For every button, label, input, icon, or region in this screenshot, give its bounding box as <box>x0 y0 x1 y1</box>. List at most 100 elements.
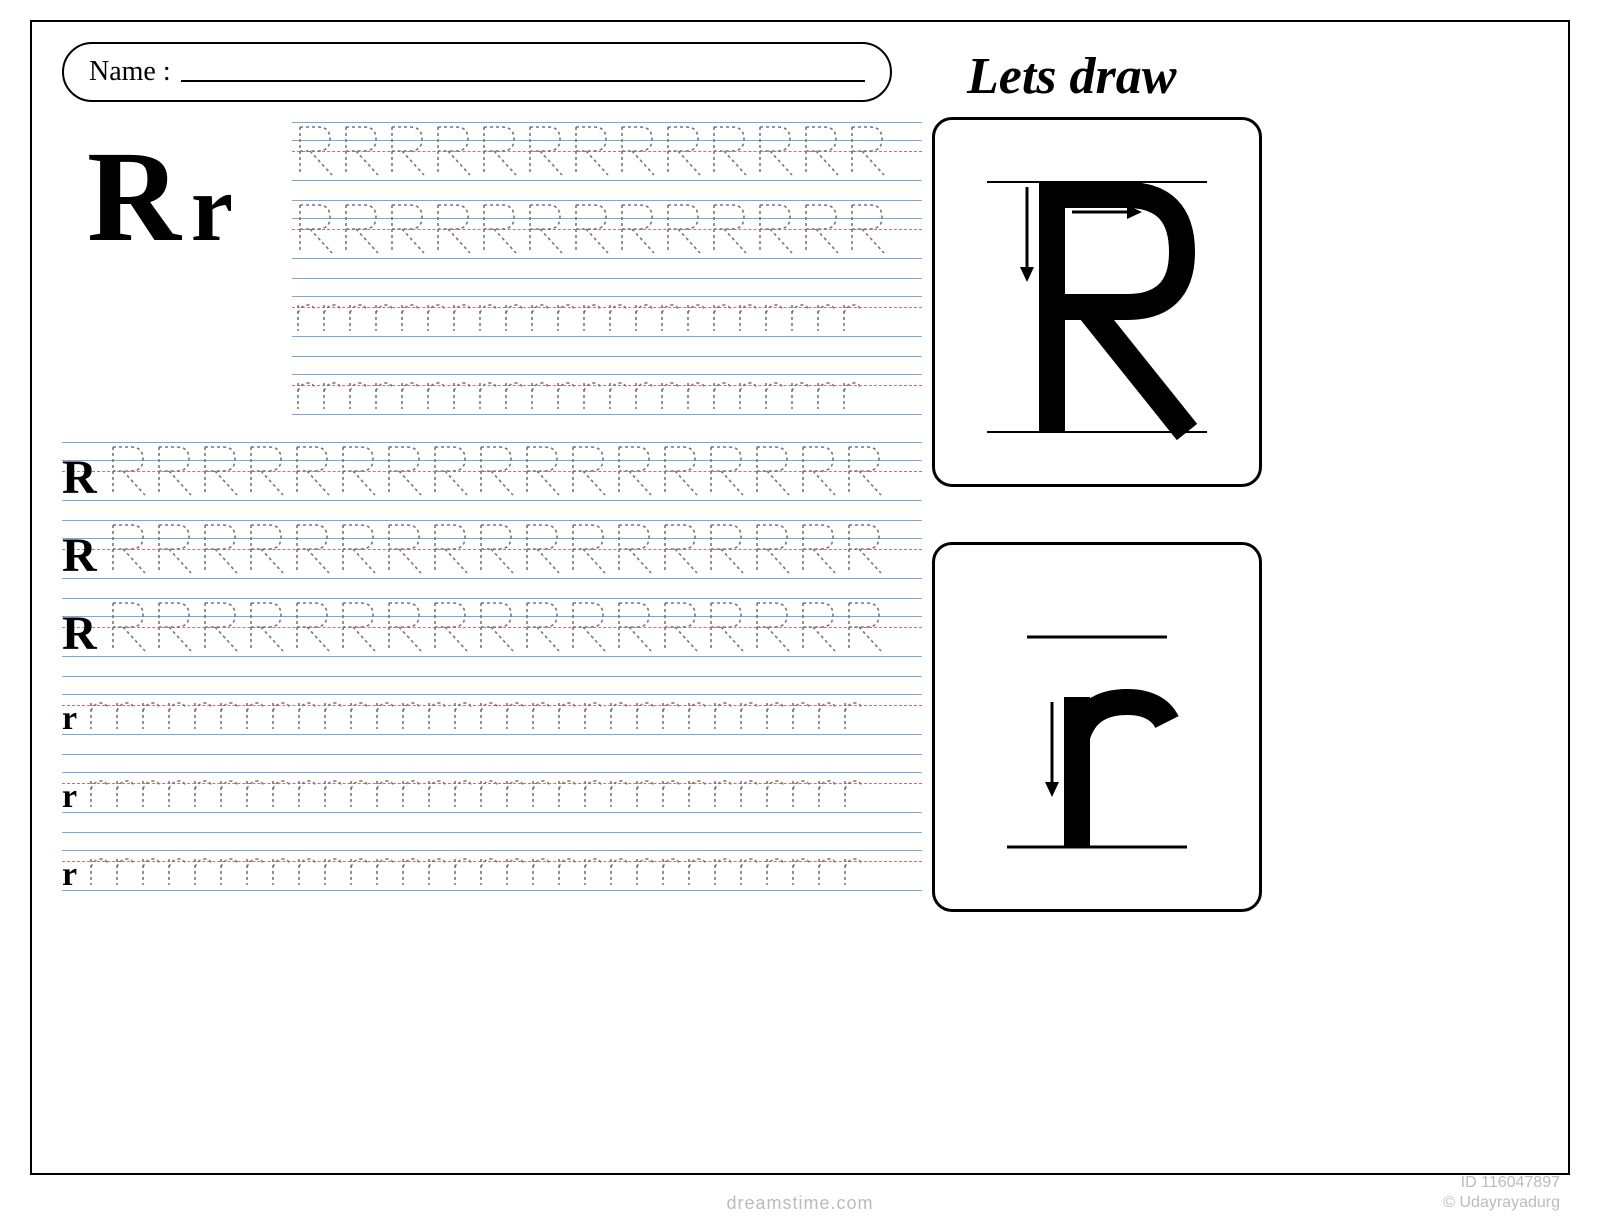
trace-letter <box>500 280 526 338</box>
trace-letter <box>682 358 708 416</box>
guide-line <box>292 122 922 123</box>
trace-letter <box>839 834 865 892</box>
trace-letter <box>527 756 553 814</box>
trace-line[interactable]: R <box>62 598 922 656</box>
trace-letter <box>841 600 887 658</box>
guide-line <box>62 520 922 521</box>
sample-letters: Rr <box>87 132 233 262</box>
trace-letter <box>384 202 430 260</box>
trace-letter <box>841 444 887 502</box>
trace-line[interactable] <box>292 122 922 180</box>
trace-letter <box>267 678 293 736</box>
trace-letter <box>735 756 761 814</box>
trace-letter <box>397 834 423 892</box>
trace-letter <box>371 756 397 814</box>
trace-letter <box>786 280 812 338</box>
trace-line[interactable] <box>292 356 922 414</box>
trace-line[interactable]: r <box>62 754 922 812</box>
trace-letter <box>795 444 841 502</box>
trace-line[interactable] <box>292 278 922 336</box>
trace-letter <box>734 358 760 416</box>
trace-letter <box>841 522 887 580</box>
trace-letter <box>631 834 657 892</box>
trace-letter <box>565 444 611 502</box>
trace-letter <box>189 756 215 814</box>
name-write-line[interactable] <box>181 80 865 82</box>
sample-upper: R <box>87 125 181 269</box>
trace-letter <box>614 202 660 260</box>
trace-letter <box>553 834 579 892</box>
trace-letter <box>319 756 345 814</box>
trace-letter <box>345 834 371 892</box>
trace-letter <box>318 280 344 338</box>
trace-letters-row: r <box>62 834 922 892</box>
trace-letters-row: R <box>62 600 922 658</box>
trace-letter <box>318 358 344 416</box>
trace-line[interactable] <box>292 200 922 258</box>
trace-letter <box>267 834 293 892</box>
trace-line[interactable]: R <box>62 520 922 578</box>
trace-letter <box>708 358 734 416</box>
trace-letter <box>381 522 427 580</box>
trace-letter <box>292 202 338 260</box>
trace-letter <box>565 600 611 658</box>
guide-line <box>62 832 922 833</box>
trace-letter <box>844 202 890 260</box>
lead-letter: r <box>62 780 77 814</box>
trace-letter <box>630 358 656 416</box>
trace-letter <box>243 522 289 580</box>
trace-letter <box>565 522 611 580</box>
trace-letter <box>812 358 838 416</box>
trace-letters-row <box>292 280 922 338</box>
guide-line <box>292 200 922 201</box>
trace-letter <box>345 678 371 736</box>
trace-letter <box>787 834 813 892</box>
trace-letter <box>706 202 752 260</box>
trace-letter <box>85 756 111 814</box>
trace-letter <box>749 600 795 658</box>
trace-letter <box>579 756 605 814</box>
trace-letter <box>703 444 749 502</box>
trace-letter <box>579 834 605 892</box>
sample-lower: r <box>191 155 233 261</box>
trace-letter <box>683 834 709 892</box>
practice-area-full: RRRrrr <box>62 442 922 910</box>
worksheet-page: Name : Lets draw Rr RRRrrr <box>30 20 1570 1175</box>
trace-letter <box>197 522 243 580</box>
trace-letter <box>527 678 553 736</box>
trace-letter <box>427 444 473 502</box>
trace-letter <box>501 756 527 814</box>
trace-letter <box>568 202 614 260</box>
trace-letter <box>151 522 197 580</box>
trace-letter <box>795 600 841 658</box>
trace-letter <box>501 678 527 736</box>
trace-letter <box>611 444 657 502</box>
trace-line[interactable]: r <box>62 676 922 734</box>
name-label: Name : <box>89 56 171 88</box>
trace-letter <box>243 444 289 502</box>
trace-letter <box>197 444 243 502</box>
trace-letter <box>839 678 865 736</box>
trace-letter <box>703 522 749 580</box>
trace-letter <box>605 756 631 814</box>
trace-letter <box>708 280 734 338</box>
heading-lets-draw: Lets draw <box>967 47 1176 106</box>
trace-line[interactable]: R <box>62 442 922 500</box>
letter-r-lower-diagram <box>957 567 1237 887</box>
trace-letter <box>335 444 381 502</box>
trace-letter <box>473 522 519 580</box>
trace-letter <box>430 124 476 182</box>
lead-letter: r <box>62 858 77 892</box>
trace-letter <box>243 600 289 658</box>
trace-letter <box>657 756 683 814</box>
trace-letter <box>682 280 708 338</box>
trace-letter <box>430 202 476 260</box>
trace-line[interactable]: r <box>62 832 922 890</box>
trace-letter <box>656 358 682 416</box>
trace-letter <box>449 678 475 736</box>
lead-letter: R <box>62 610 97 658</box>
trace-letter <box>85 834 111 892</box>
trace-letter <box>812 280 838 338</box>
trace-letter <box>786 358 812 416</box>
trace-letter <box>660 202 706 260</box>
